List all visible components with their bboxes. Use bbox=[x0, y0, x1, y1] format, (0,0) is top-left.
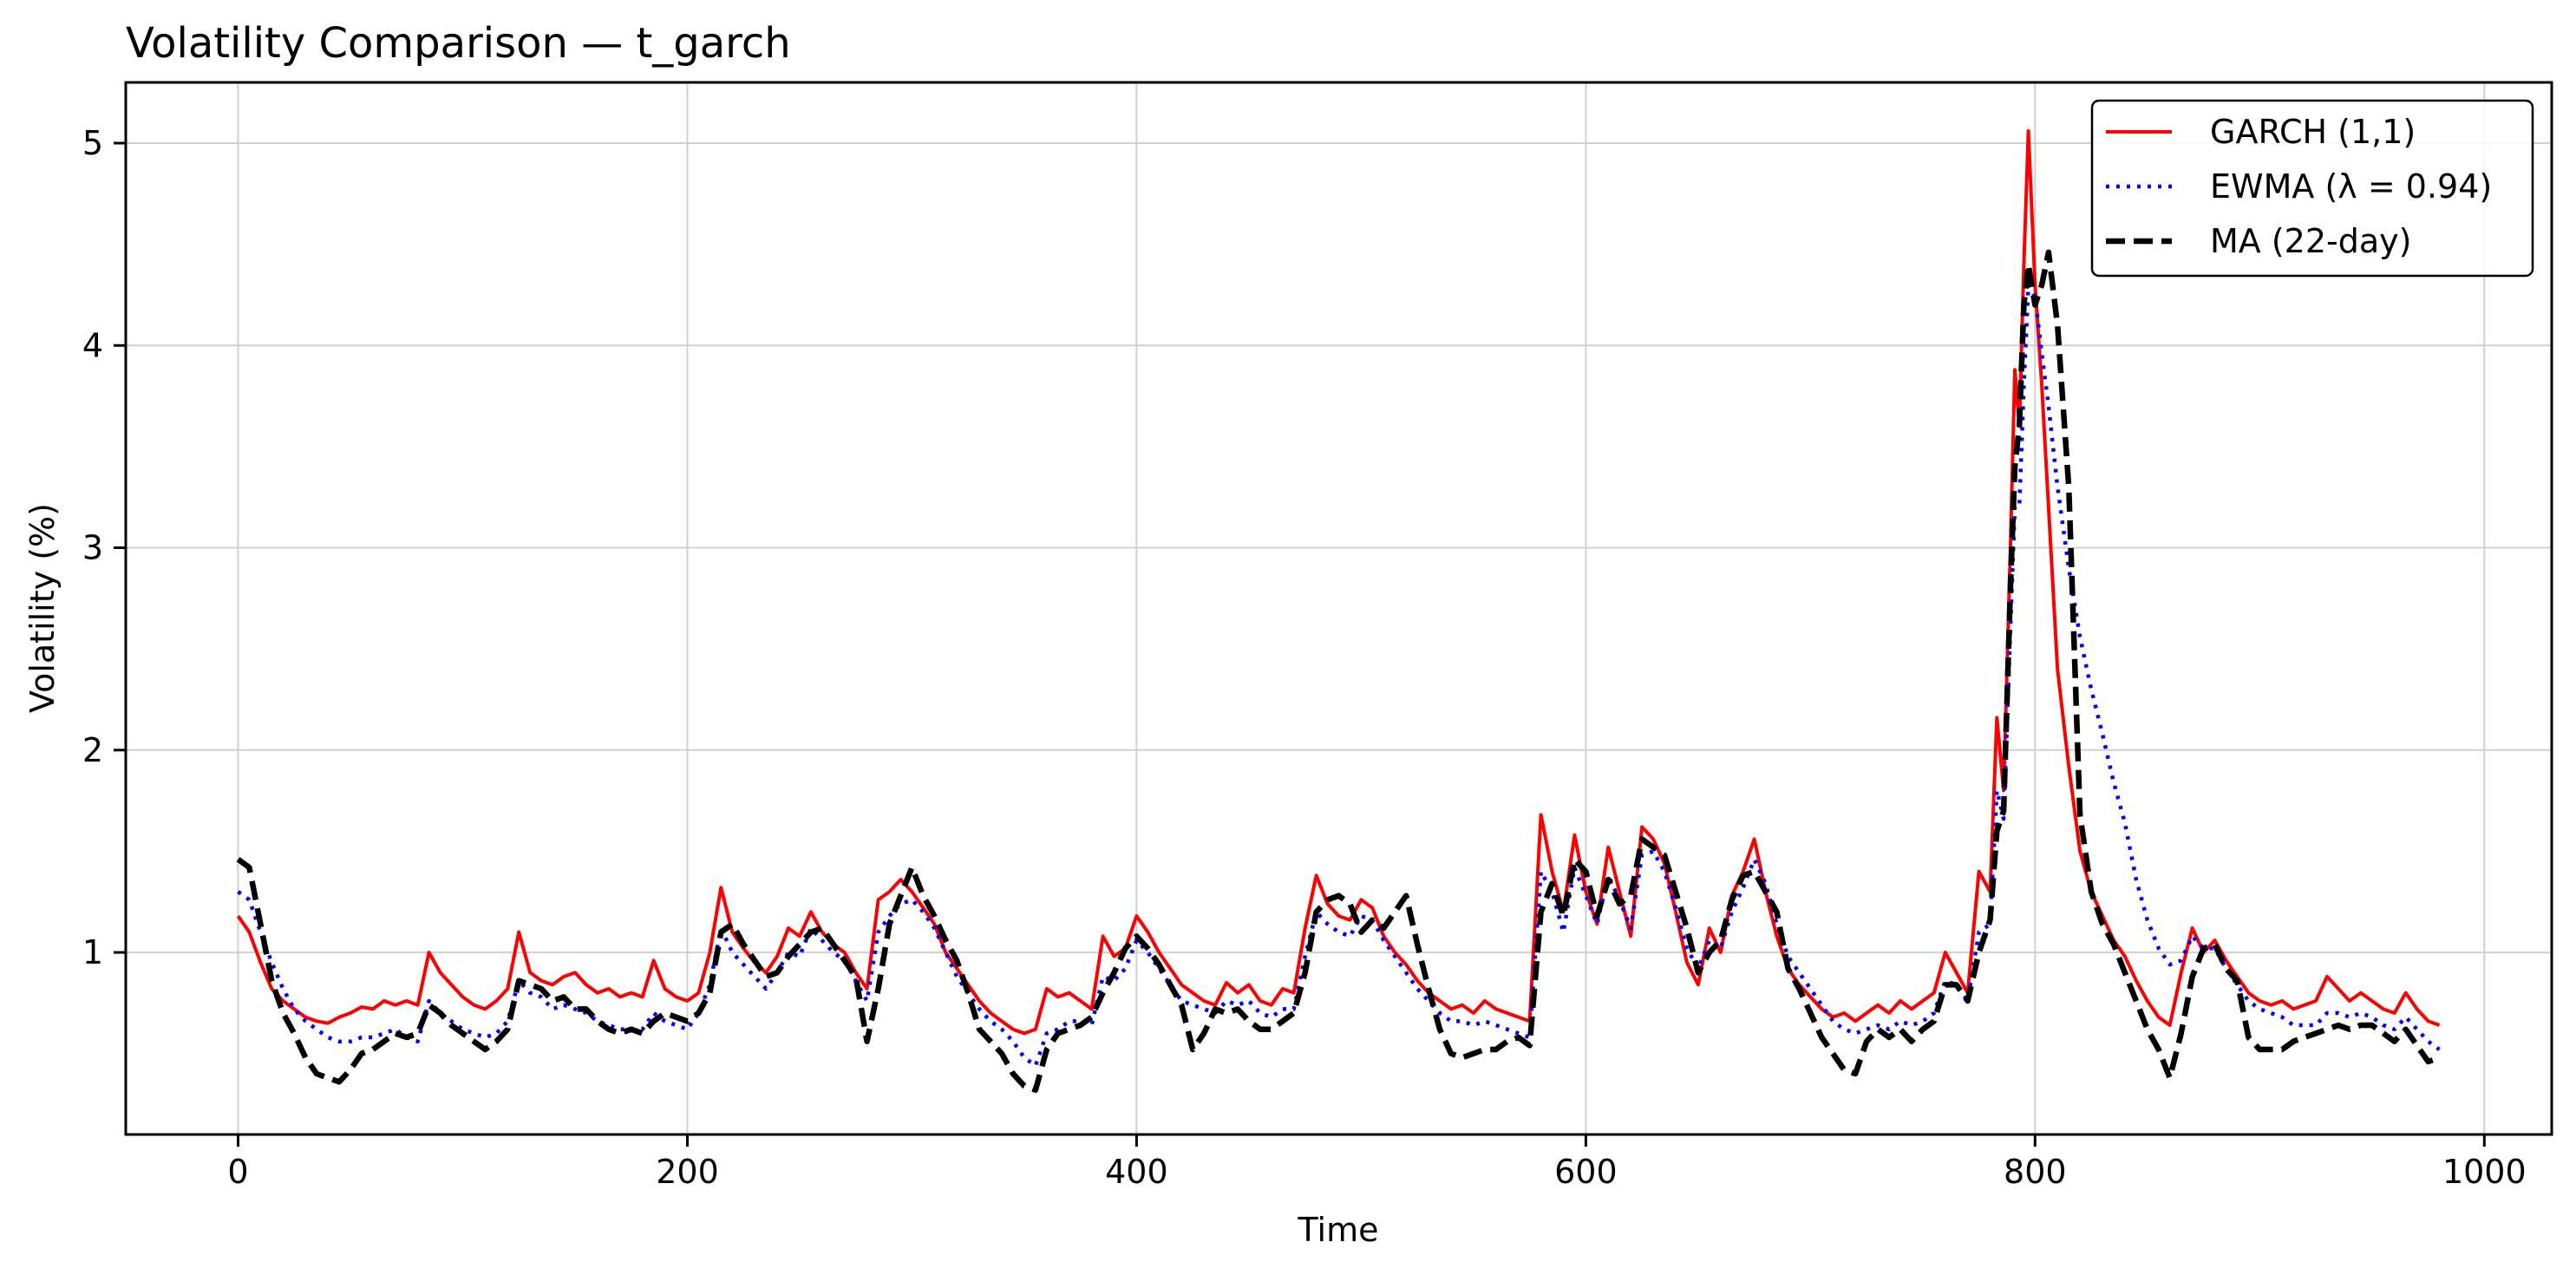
x-tick-label: 600 bbox=[1554, 1153, 1618, 1191]
series-lines bbox=[236, 129, 2441, 1093]
x-tick-label: 200 bbox=[656, 1153, 719, 1191]
y-tick-label: 1 bbox=[82, 933, 103, 971]
legend: GARCH (1,1) EWMA (λ = 0.94) MA (22-day) bbox=[2090, 99, 2534, 278]
legend-label: MA (22-day) bbox=[2210, 222, 2411, 260]
y-axis-ticks: 1 2 3 4 5 bbox=[82, 124, 126, 971]
legend-label: EWMA (λ = 0.94) bbox=[2210, 167, 2492, 206]
plot-frame bbox=[124, 81, 2553, 1136]
y-tick-label: 4 bbox=[82, 326, 103, 364]
y-axis-label: Volatility (%) bbox=[23, 503, 62, 713]
y-tick-label: 2 bbox=[82, 731, 103, 769]
series-line-3 bbox=[236, 249, 2441, 1093]
x-tick-label: 0 bbox=[227, 1153, 248, 1191]
x-tick-label: 400 bbox=[1105, 1153, 1168, 1191]
x-axis-ticks: 0 200 400 600 800 1000 bbox=[227, 1134, 2527, 1191]
x-tick-label: 1000 bbox=[2442, 1153, 2527, 1191]
legend-label: GARCH (1,1) bbox=[2210, 113, 2416, 151]
legend-box bbox=[2090, 99, 2534, 278]
chart-title: Volatility Comparison — t_garch bbox=[126, 19, 791, 68]
x-tick-label: 800 bbox=[2004, 1153, 2067, 1191]
y-tick-label: 3 bbox=[82, 529, 103, 567]
x-axis-label: Time bbox=[1298, 1211, 1379, 1249]
y-tick-label: 5 bbox=[82, 124, 103, 162]
series-line-1 bbox=[236, 129, 2441, 1036]
